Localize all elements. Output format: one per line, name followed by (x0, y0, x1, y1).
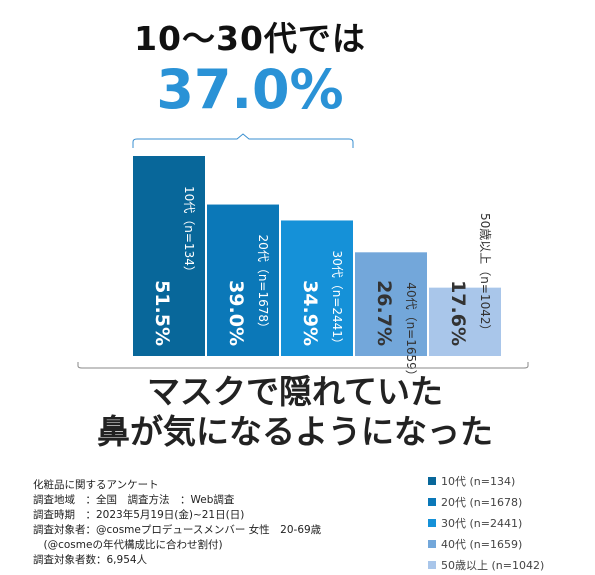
legend-label: 10代 (n=134) (441, 474, 516, 488)
survey-notes: 化粧品に関するアンケート 調査地域 ：全国 調査方法 ：Web調査 調査時期 ：… (33, 478, 321, 568)
legend-item-30s: 30代 (n=2441) (428, 512, 544, 533)
notes-line: 調査対象者：@cosmeプロデュースメンバー 女性 20-69歳 (33, 524, 322, 536)
notes-line: 調査時期 ：2023年5月19日(金)~21日(日) (33, 509, 245, 521)
legend-label: 40代 (n=1659) (441, 537, 523, 551)
legend-label: 30代 (n=2441) (441, 516, 523, 530)
legend-swatch (428, 497, 436, 506)
bar (207, 204, 279, 356)
notes-line: 調査対象者数：6,954人 (33, 554, 148, 566)
bar-chart: 51.5% 10代（n=134） 39.0% 20代（n=1678） 34.9% 30代（… (77, 133, 529, 380)
chart-legend: 10代 (n=134) 20代 (n=1678) 30代 (n=2441) 40… (428, 470, 544, 575)
legend-item-50plus: 50歳以上 (n=1042) (428, 554, 544, 575)
highlight-percentage: 37.0% (156, 58, 344, 121)
legend-label: 50歳以上 (n=1042) (441, 558, 545, 572)
bar-category-label: 50歳以上（n=1042） (478, 213, 492, 336)
bar-value-label: 26.7% (373, 280, 395, 346)
legend-item-40s: 40代 (n=1659) (428, 533, 544, 554)
notes-line: (@cosmeの年代構成比に合わせ割付) (33, 539, 223, 551)
bar-value-label: 39.0% (225, 280, 247, 346)
bar-value-label: 17.6% (447, 280, 469, 346)
legend-swatch (428, 560, 436, 569)
bar-category-label: 20代（n=1678） (256, 235, 270, 334)
legend-swatch (428, 476, 436, 485)
legend-label: 20代 (n=1678) (441, 495, 523, 509)
subtitle-line-1: マスクで隠れていた (146, 372, 443, 411)
bar-value-label: 51.5% (151, 280, 173, 346)
highlight-bracket (132, 133, 354, 148)
legend-swatch (428, 539, 436, 548)
bar-category-label: 40代（n=1659） (404, 282, 418, 380)
bar-category-label: 30代（n=2441） (330, 250, 344, 349)
chart-subtitle: マスクで隠れていた 鼻が気になるようになった (70, 372, 520, 452)
bar-category-label: 10代（n=134） (182, 186, 196, 278)
headline: 10〜30代では (134, 19, 366, 58)
legend-swatch (428, 518, 436, 527)
bottom-bracket (77, 362, 529, 369)
legend-item-20s: 20代 (n=1678) (428, 491, 544, 512)
notes-line: 化粧品に関するアンケート (33, 479, 159, 491)
legend-item-10s: 10代 (n=134) (428, 470, 544, 491)
bar-value-label: 34.9% (299, 280, 321, 346)
notes-line: 調査地域 ：全国 調査方法 ：Web調査 (33, 494, 235, 506)
subtitle-line-2: 鼻が気になるようになった (97, 412, 493, 451)
bar (355, 252, 427, 356)
bar (281, 220, 353, 356)
bar (133, 156, 205, 356)
bar (429, 287, 501, 356)
